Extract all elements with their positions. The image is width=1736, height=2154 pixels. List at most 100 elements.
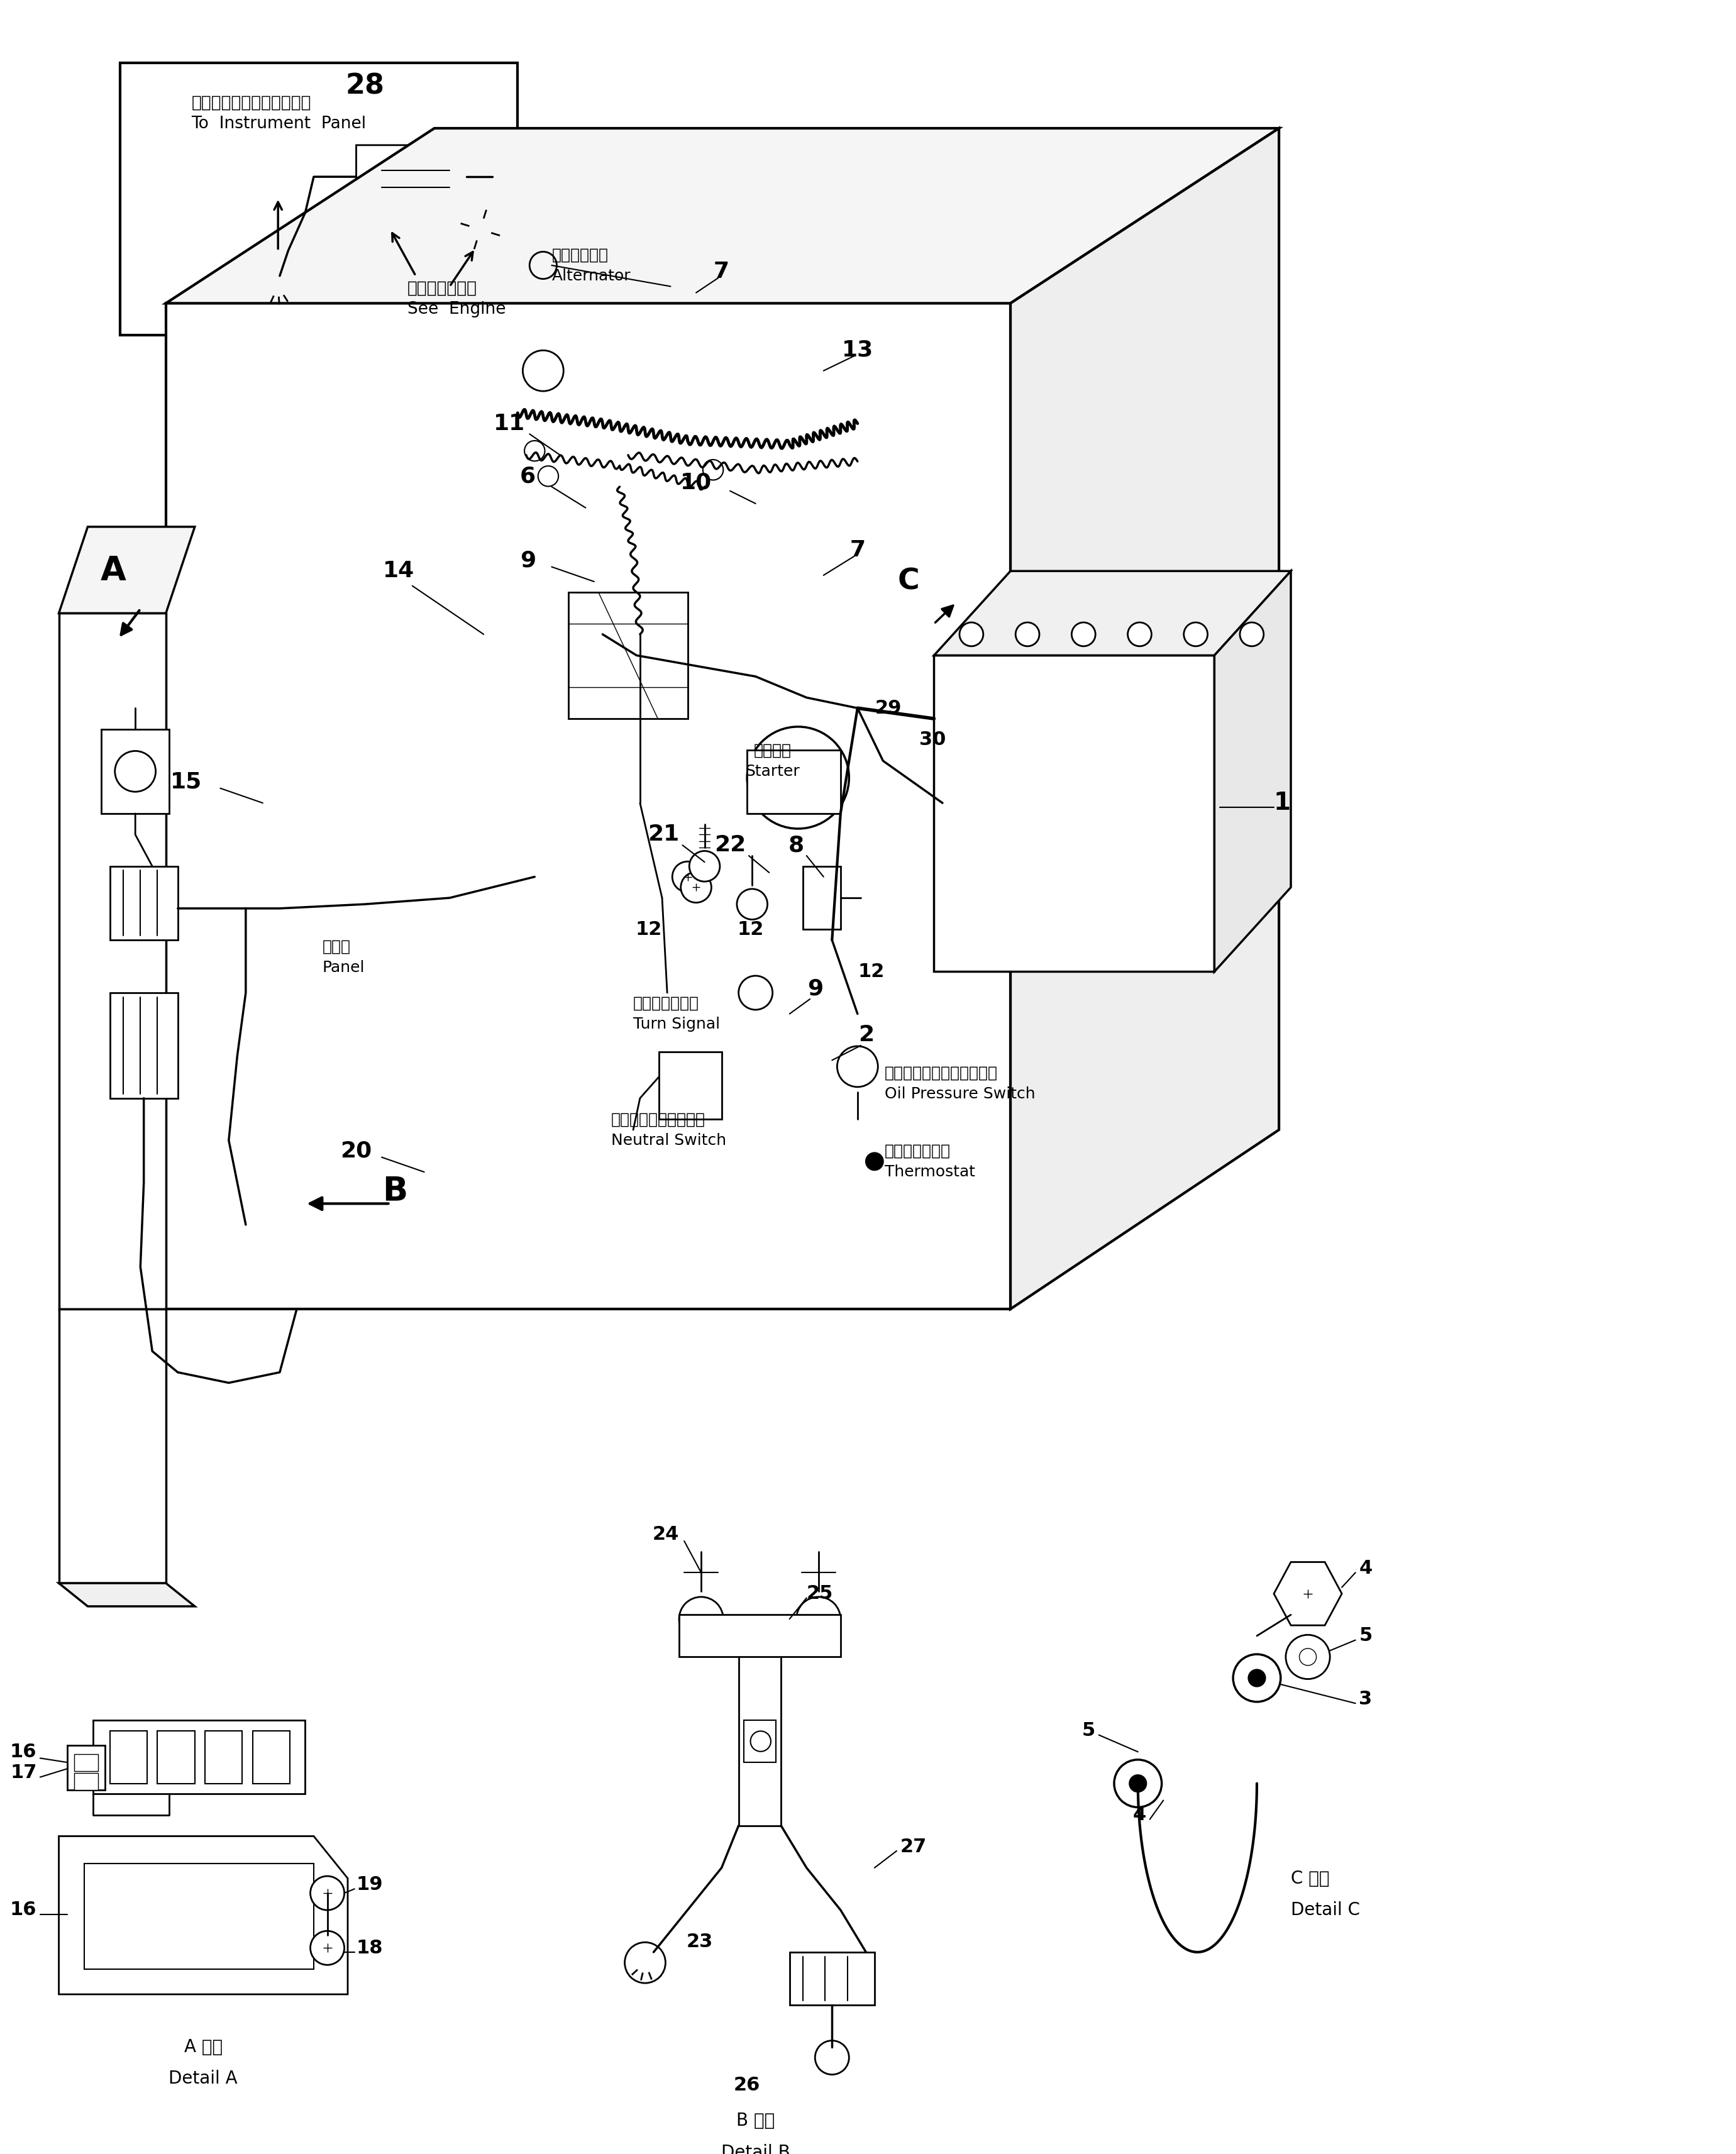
Circle shape bbox=[1115, 1760, 1161, 1807]
Circle shape bbox=[1071, 623, 1095, 646]
Circle shape bbox=[115, 752, 156, 793]
Text: 5: 5 bbox=[1082, 1721, 1095, 1740]
Circle shape bbox=[1130, 1775, 1146, 1792]
Polygon shape bbox=[1010, 129, 1279, 1310]
Bar bbox=[109, 1732, 148, 1784]
Polygon shape bbox=[1274, 1562, 1342, 1626]
Circle shape bbox=[625, 1943, 665, 1984]
Circle shape bbox=[814, 2040, 849, 2074]
Polygon shape bbox=[59, 614, 167, 1310]
Circle shape bbox=[1299, 1648, 1316, 1665]
Text: 29: 29 bbox=[875, 700, 901, 717]
Bar bbox=[120, 62, 517, 334]
Circle shape bbox=[960, 623, 983, 646]
Text: 24: 24 bbox=[653, 1525, 679, 1544]
Text: 17: 17 bbox=[10, 1764, 36, 1781]
Text: 16: 16 bbox=[10, 1743, 36, 1762]
Circle shape bbox=[1248, 1669, 1266, 1687]
Text: Turn Signal: Turn Signal bbox=[634, 1017, 720, 1032]
Bar bbox=[75, 1773, 97, 1790]
Text: ターンシグナル: ターンシグナル bbox=[634, 995, 700, 1010]
Text: 19: 19 bbox=[356, 1876, 384, 1893]
Circle shape bbox=[736, 890, 767, 920]
Text: A: A bbox=[101, 556, 127, 588]
Text: 4: 4 bbox=[1359, 1559, 1371, 1577]
Text: オイルプレッシャスイッチ: オイルプレッシャスイッチ bbox=[885, 1066, 998, 1081]
Text: 3: 3 bbox=[1359, 1691, 1371, 1708]
Text: B 詳細: B 詳細 bbox=[736, 2113, 774, 2130]
Text: Neutral Switch: Neutral Switch bbox=[611, 1133, 726, 1148]
Text: 27: 27 bbox=[899, 1837, 927, 1857]
Polygon shape bbox=[356, 144, 467, 209]
Text: 18: 18 bbox=[356, 1939, 384, 1958]
Text: Oil Pressure Switch: Oil Pressure Switch bbox=[885, 1086, 1035, 1101]
Circle shape bbox=[681, 872, 712, 903]
Text: 12: 12 bbox=[635, 920, 661, 939]
Polygon shape bbox=[59, 1583, 194, 1607]
Text: 9: 9 bbox=[807, 978, 823, 999]
Text: 10: 10 bbox=[681, 472, 712, 493]
Bar bbox=[109, 993, 177, 1099]
Circle shape bbox=[738, 976, 773, 1010]
Text: サーモスタット: サーモスタット bbox=[885, 1144, 951, 1159]
Text: 12: 12 bbox=[858, 963, 884, 980]
Text: Thermostat: Thermostat bbox=[885, 1165, 976, 1180]
Bar bbox=[205, 1732, 243, 1784]
Circle shape bbox=[781, 760, 814, 795]
Polygon shape bbox=[934, 655, 1215, 971]
Text: 9: 9 bbox=[519, 549, 536, 571]
Text: C 詳細: C 詳細 bbox=[1292, 1870, 1330, 1887]
Circle shape bbox=[1286, 1635, 1330, 1678]
Text: To  Instrument  Panel: To Instrument Panel bbox=[191, 116, 366, 131]
Bar bbox=[252, 1732, 290, 1784]
Text: A 詳細: A 詳細 bbox=[184, 2038, 222, 2055]
Text: Detail B: Detail B bbox=[720, 2143, 790, 2154]
Bar bbox=[101, 730, 170, 814]
Text: Alternator: Alternator bbox=[552, 269, 630, 284]
Circle shape bbox=[1128, 623, 1151, 646]
Text: 30: 30 bbox=[918, 730, 946, 750]
Bar bbox=[569, 592, 687, 719]
Bar bbox=[68, 1745, 104, 1790]
Text: 20: 20 bbox=[340, 1139, 372, 1161]
Circle shape bbox=[1184, 623, 1208, 646]
Circle shape bbox=[260, 269, 295, 304]
Polygon shape bbox=[934, 571, 1292, 655]
Bar bbox=[658, 1051, 722, 1120]
Text: 25: 25 bbox=[807, 1585, 833, 1603]
Circle shape bbox=[679, 1596, 724, 1641]
Text: 16: 16 bbox=[10, 1900, 36, 1919]
Text: エンジン編参照: エンジン編参照 bbox=[408, 280, 477, 297]
Text: 6: 6 bbox=[521, 465, 536, 487]
Circle shape bbox=[1240, 623, 1264, 646]
Text: 7: 7 bbox=[849, 538, 866, 560]
Text: B: B bbox=[382, 1174, 408, 1206]
Text: Detail A: Detail A bbox=[168, 2070, 238, 2087]
Polygon shape bbox=[59, 528, 194, 614]
Text: 8: 8 bbox=[788, 834, 804, 855]
Text: 26: 26 bbox=[734, 2076, 760, 2094]
Text: C: C bbox=[898, 567, 920, 597]
Circle shape bbox=[689, 851, 720, 881]
Polygon shape bbox=[59, 1835, 347, 1995]
Circle shape bbox=[1016, 623, 1040, 646]
Bar bbox=[746, 750, 840, 814]
Text: パネル: パネル bbox=[323, 939, 351, 954]
Text: 11: 11 bbox=[493, 414, 524, 435]
Text: 15: 15 bbox=[170, 771, 201, 793]
Polygon shape bbox=[59, 1310, 167, 1583]
Polygon shape bbox=[167, 129, 1279, 304]
Circle shape bbox=[523, 351, 564, 392]
Circle shape bbox=[837, 1047, 878, 1088]
Bar bbox=[804, 866, 840, 931]
Text: 2: 2 bbox=[858, 1025, 873, 1045]
Bar bbox=[679, 1616, 840, 1656]
Polygon shape bbox=[92, 1721, 306, 1794]
Text: 28: 28 bbox=[345, 73, 384, 99]
Text: 23: 23 bbox=[686, 1932, 713, 1952]
Text: インスツルメントパネルへ: インスツルメントパネルへ bbox=[191, 95, 311, 112]
Text: ニュートラルスイッチ: ニュートラルスイッチ bbox=[611, 1111, 705, 1127]
Bar bbox=[85, 1863, 314, 1969]
Polygon shape bbox=[1215, 571, 1292, 971]
Text: スタータ: スタータ bbox=[753, 743, 792, 758]
